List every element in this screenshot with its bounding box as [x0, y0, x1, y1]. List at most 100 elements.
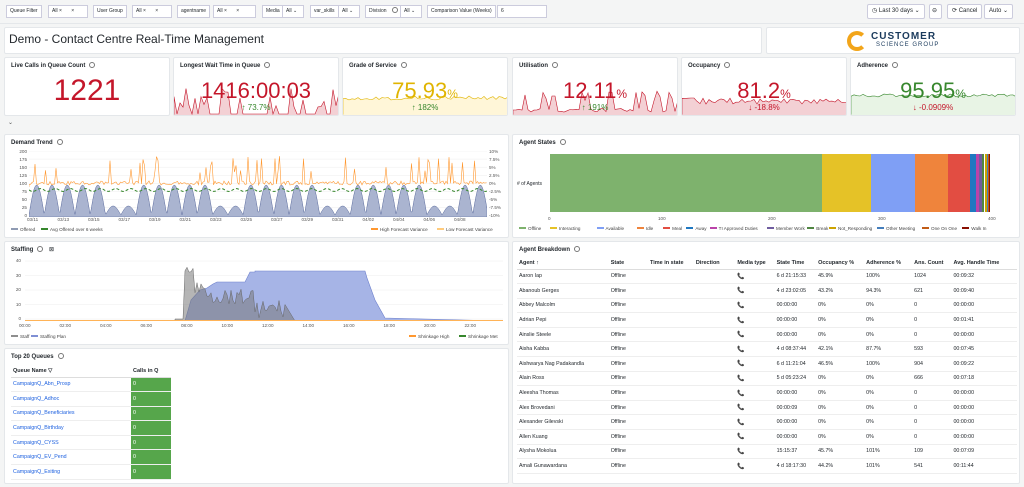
- stat-unit: %: [955, 87, 966, 101]
- table-cell: Offline: [608, 444, 648, 460]
- queue-name-link[interactable]: CampaignQ_Abn_Prosp: [11, 377, 131, 393]
- table-row[interactable]: CampaignQ_Birthday 0: [11, 420, 171, 436]
- bar-segment-available[interactable]: [871, 154, 916, 212]
- queue-filter-select[interactable]: All × ×: [48, 5, 88, 18]
- agentname-select[interactable]: All × ×: [213, 5, 256, 18]
- close-icon[interactable]: ×: [58, 8, 62, 14]
- column-header[interactable]: Media type: [735, 258, 775, 270]
- bar-segment-meal[interactable]: [948, 154, 971, 212]
- queue-name-link[interactable]: CampaignQ_Beneficiaries: [11, 406, 131, 422]
- column-header-queue-name[interactable]: Queue Name ▽: [11, 366, 131, 378]
- legend-item[interactable]: Interacting: [550, 226, 580, 231]
- table-row[interactable]: CampaignQ_EV_Pend 0: [11, 449, 171, 466]
- legend-swatch: [519, 227, 526, 229]
- var-skills-select[interactable]: All ⌄: [338, 5, 360, 18]
- close-icon[interactable]: ×: [236, 8, 240, 14]
- user-group-select[interactable]: All × ×: [132, 5, 172, 18]
- bar-segment-interacting[interactable]: [821, 154, 872, 212]
- bar-segment-away[interactable]: [970, 154, 976, 212]
- zoom-out-button[interactable]: ⊖: [929, 4, 942, 19]
- comparison-input[interactable]: 6: [497, 5, 547, 18]
- filter-icon[interactable]: ▽: [48, 368, 53, 375]
- x-tick: 20:00: [424, 323, 436, 328]
- legend-item[interactable]: Walk In: [962, 226, 986, 231]
- table-row[interactable]: CampaignQ_Beneficiaries 0: [11, 406, 171, 422]
- row-collapse-icon[interactable]: ⌄: [8, 120, 14, 126]
- bar-segment-one-on-one[interactable]: [987, 154, 989, 212]
- legend-item[interactable]: Member Work: [767, 226, 805, 231]
- chevron-down-icon: ⌄: [1003, 8, 1009, 14]
- table-row[interactable]: Aisha Kabba Offline 📞 4 d 08:37:44 42.1% 87.7…: [517, 341, 1017, 358]
- legend-item[interactable]: Break: [807, 226, 828, 231]
- column-header[interactable]: Direction: [693, 258, 736, 270]
- table-row[interactable]: Alexander Gilevski Offline 📞 00:00:00 0% 0% 0 0…: [517, 414, 1017, 431]
- table-cell: [647, 371, 694, 387]
- legend-item[interactable]: Other Meeting: [877, 226, 915, 231]
- close-icon[interactable]: ×: [223, 8, 227, 14]
- column-header[interactable]: Occupancy %: [816, 258, 865, 270]
- table-row[interactable]: Allen Kuang Offline 📞 00:00:00 0% 0% 0 00:00:00: [517, 429, 1017, 445]
- table-row[interactable]: CampaignQ_Abn_Prosp 0: [11, 377, 171, 393]
- bar-segment-member-work[interactable]: [979, 154, 983, 212]
- table-row[interactable]: Alex Brovedani Offline 📞 00:00:09 0% 0% 0 00:00…: [517, 400, 1017, 416]
- series-offered: [29, 184, 487, 217]
- table-row[interactable]: Alain Ross Offline 📞 5 d 05:23:24 0% 0% 666 00:…: [517, 371, 1017, 387]
- y-tick: 2.5%: [489, 173, 500, 178]
- table-row[interactable]: Alysha Mokolua Offline 📞 15:15:37 45.7% 101% 1…: [517, 444, 1017, 460]
- bar-segment-ti-approved-duties[interactable]: [975, 154, 979, 212]
- media-select[interactable]: All ⌄: [282, 5, 304, 18]
- table-row[interactable]: CampaignQ_CYSS 0: [11, 435, 171, 451]
- table-row[interactable]: Aaron Iap Offline 📞 6 d 21:15:33 45.9% 100% 10…: [517, 269, 1017, 285]
- legend-item[interactable]: Offline: [519, 226, 541, 231]
- queue-name-link[interactable]: CampaignQ_Adhoc: [11, 391, 131, 407]
- column-header[interactable]: State: [608, 258, 648, 270]
- legend-item[interactable]: TI Approved Duties: [709, 226, 758, 231]
- table-row[interactable]: Abbey Malcolm Offline 📞 00:00:00 0% 0% 0 00:00:…: [517, 298, 1017, 314]
- queue-name-link[interactable]: CampaignQ_Exiting: [11, 464, 131, 480]
- legend-item[interactable]: Idle: [636, 226, 653, 231]
- table-row[interactable]: Amali Gunawardana Offline 📞 4 d 18:17:30 44.…: [517, 458, 1017, 474]
- close-icon[interactable]: ×: [155, 8, 159, 14]
- bar-segment-other-meeting[interactable]: [986, 154, 988, 212]
- bar-segment-walk-in[interactable]: [988, 154, 990, 212]
- sparkline-area: [851, 93, 1015, 115]
- division-select[interactable]: All ⌄: [400, 5, 422, 18]
- sort-asc-icon[interactable]: ↑: [534, 260, 539, 267]
- queue-name-link[interactable]: CampaignQ_Birthday: [11, 420, 131, 436]
- table-row[interactable]: Abanoub Gerges Offline 📞 4 d 23:02:05 43.2% 9…: [517, 283, 1017, 299]
- legend-item[interactable]: Available: [596, 226, 624, 231]
- phone-icon: 📞: [737, 448, 745, 455]
- legend-item[interactable]: Meal: [663, 226, 682, 231]
- table-row[interactable]: CampaignQ_Adhoc 0: [11, 391, 171, 407]
- refresh-interval-select[interactable]: Auto ⌄: [984, 4, 1014, 19]
- table-cell: 0: [912, 414, 952, 431]
- legend-item[interactable]: Not_Responding: [829, 226, 872, 231]
- queue-name-link[interactable]: CampaignQ_CYSS: [11, 435, 131, 451]
- column-header-calls[interactable]: Calls in Q: [131, 366, 171, 378]
- y-tick: 10%: [489, 149, 499, 154]
- table-row[interactable]: Ainslie Steele Offline 📞 00:00:00 0% 0% 0 00:00…: [517, 327, 1017, 343]
- time-range-picker[interactable]: ◷ Last 30 days ⌄: [867, 4, 925, 19]
- bar-segment-idle[interactable]: [915, 154, 949, 212]
- column-header[interactable]: Ans. Count: [912, 258, 952, 270]
- column-header[interactable]: Time in state: [647, 258, 694, 270]
- table-row[interactable]: Aleesha Thomas Offline 📞 00:00:00 0% 0% 0 00:00…: [517, 385, 1017, 401]
- close-icon[interactable]: ×: [142, 8, 146, 14]
- legend-item[interactable]: One On One: [922, 226, 957, 231]
- queue-name-link[interactable]: CampaignQ_EV_Pend: [11, 449, 131, 466]
- x-tick: 200: [768, 216, 776, 221]
- column-header[interactable]: State Time: [774, 258, 817, 270]
- table-row[interactable]: Aishwarya Nag Padakandla Offline 📞 6 d 11:2…: [517, 356, 1017, 372]
- column-header[interactable]: Adherence %: [864, 258, 913, 270]
- bar-segment-offline[interactable]: [550, 154, 822, 212]
- column-header[interactable]: Agent ↑: [517, 258, 609, 270]
- expand-icon[interactable]: ⊠: [49, 247, 55, 253]
- legend-item[interactable]: Away: [686, 226, 707, 231]
- bar-segment-not-responding[interactable]: [984, 154, 987, 212]
- cancel-button[interactable]: ⟳ Cancel: [947, 4, 983, 19]
- column-header[interactable]: Avg. Handle Time: [951, 258, 1017, 270]
- table-row[interactable]: CampaignQ_Exiting 0: [11, 464, 171, 480]
- table-row[interactable]: Adrian Pepi Offline 📞 00:00:00 0% 0% 0 00:01:41: [517, 312, 1017, 328]
- close-icon[interactable]: ×: [71, 8, 75, 14]
- bar-segment-break[interactable]: [982, 154, 985, 212]
